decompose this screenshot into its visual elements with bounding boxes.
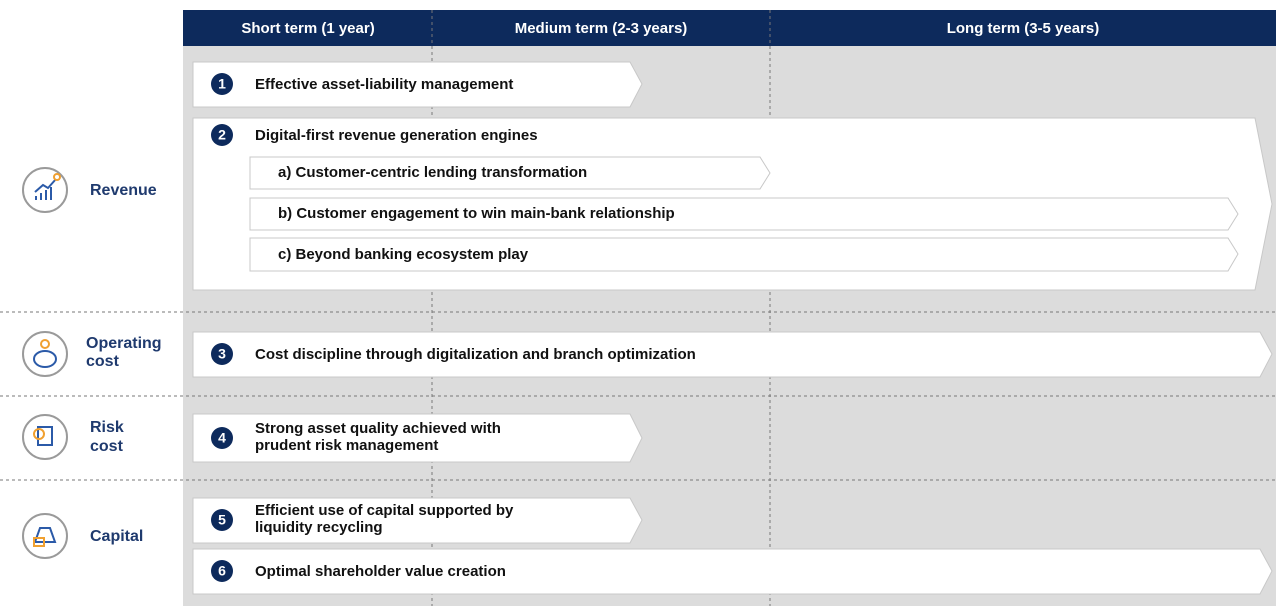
- column-header: Medium term (2-3 years): [515, 20, 688, 37]
- initiative-number: 3: [218, 346, 226, 362]
- sub-initiative-text: b) Customer engagement to win main-bank …: [278, 205, 675, 222]
- initiative-text: Effective asset-liability management: [255, 76, 513, 93]
- initiative-text: Optimal shareholder value creation: [255, 563, 506, 580]
- revenue-icon: [22, 167, 68, 213]
- number-badge: [211, 124, 233, 146]
- initiative-text: Strong asset quality achieved with: [255, 420, 501, 437]
- initiative-arrow: [192, 61, 643, 108]
- number-badge: [211, 509, 233, 531]
- column-header: Short term (1 year): [241, 20, 374, 37]
- header-bar: [183, 10, 1276, 46]
- column-header: Long term (3-5 years): [947, 20, 1100, 37]
- initiative-number: 4: [218, 430, 226, 446]
- initiative-number: 5: [218, 512, 226, 528]
- initiative-text: prudent risk management: [255, 437, 438, 454]
- section-label: Risk: [90, 419, 124, 436]
- initiative-number: 1: [218, 76, 226, 92]
- sub-initiative-arrow: [249, 237, 1239, 272]
- sub-initiative-text: a) Customer-centric lending transformati…: [278, 164, 587, 181]
- operating-cost-icon: [22, 331, 68, 377]
- initiative-arrow: [192, 548, 1273, 595]
- number-badge: [211, 427, 233, 449]
- number-badge: [211, 343, 233, 365]
- initiative-text: Cost discipline through digitalization a…: [255, 346, 696, 363]
- section-label: cost: [90, 438, 124, 455]
- initiative-number: 6: [218, 563, 226, 579]
- risk-cost-icon: [22, 414, 68, 460]
- initiative-arrow: [192, 413, 643, 463]
- section-label: Revenue: [90, 182, 157, 199]
- number-badge: [211, 73, 233, 95]
- initiative-text: liquidity recycling: [255, 519, 383, 536]
- sub-initiative-text: c) Beyond banking ecosystem play: [278, 246, 529, 263]
- initiative-arrow: [192, 331, 1273, 378]
- initiative-text: Digital-first revenue generation engines: [255, 127, 538, 144]
- number-badge: [211, 560, 233, 582]
- section-label: cost: [86, 353, 120, 370]
- initiative-number: 2: [218, 127, 226, 143]
- capital-icon: [22, 513, 68, 559]
- initiative-text: Efficient use of capital supported by: [255, 502, 514, 519]
- section-label: Operating: [86, 335, 162, 352]
- sub-initiative-arrow: [249, 197, 1239, 231]
- sub-initiative-arrow: [249, 156, 771, 190]
- initiative-arrow: [192, 497, 643, 544]
- section-label: Capital: [90, 528, 143, 545]
